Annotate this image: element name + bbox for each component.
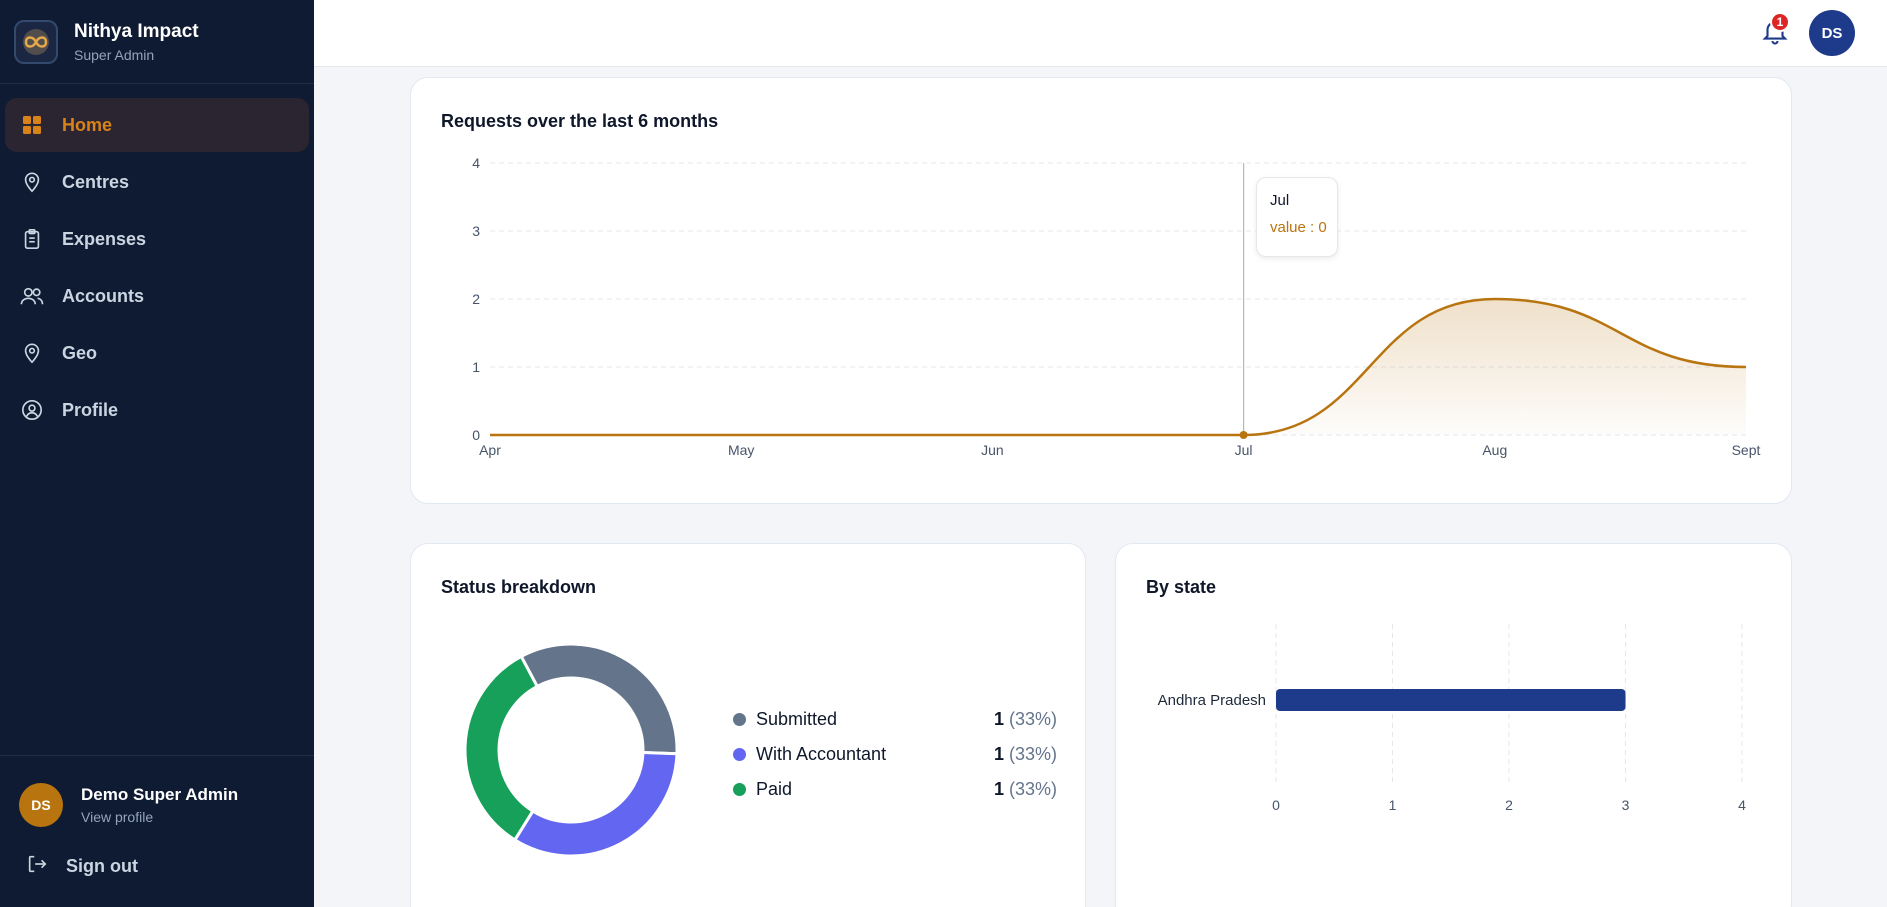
sidebar-item-accounts[interactable]: Accounts (5, 269, 309, 323)
chart-title: Status breakdown (441, 577, 597, 597)
active-data-point (1239, 431, 1248, 439)
sidebar-item-label: Accounts (62, 285, 145, 306)
legend-item: With Accountant 1 (33%) (733, 737, 1057, 772)
legend-dot (733, 783, 746, 796)
y-tick-label: 4 (472, 155, 480, 171)
sign-out-button[interactable]: Sign out (0, 827, 314, 880)
notification-badge: 1 (1770, 12, 1790, 32)
legend-count: 1 (993, 744, 1004, 764)
legend-item: Paid 1 (33%) (733, 772, 1057, 807)
pie-slice (512, 750, 679, 858)
x-tick-label: 3 (1622, 797, 1630, 813)
sidebar-footer: DS Demo Super Admin View profile Sign ou… (0, 755, 314, 880)
chart-title: Requests over the last 6 months (441, 111, 719, 131)
x-tick-label: Apr (479, 442, 501, 458)
sidebar-item-profile[interactable]: Profile (5, 383, 309, 437)
sidebar: Nithya Impact Super Admin Home Centres E… (0, 0, 314, 907)
sign-out-label: Sign out (66, 856, 138, 876)
map-pin-icon (20, 341, 44, 365)
by-state-card: By state 0 1 2 3 4 Andhra Pradesh (1115, 543, 1792, 907)
status-breakdown-card: Status breakdown Submitted 1 (33%) With … (410, 543, 1086, 907)
legend-percent: (33%) (1008, 744, 1057, 764)
y-tick-label: Andhra Pradesh (1158, 692, 1266, 709)
by-state-bar-chart: 0 1 2 3 4 Andhra Pradesh (1158, 624, 1746, 813)
clipboard-icon (20, 227, 44, 251)
avatar[interactable]: DS (1809, 10, 1855, 56)
chart-tooltip: Jul value : 0 (1256, 177, 1338, 257)
status-legend: Submitted 1 (33%) With Accountant 1 (33%… (733, 702, 1057, 807)
chart-title: By state (1146, 577, 1217, 597)
map-pin-icon (20, 170, 44, 194)
sidebar-item-centres[interactable]: Centres (5, 155, 309, 209)
topbar: 1 DS (314, 0, 1887, 67)
brand-name: Nithya Impact (74, 20, 199, 42)
tooltip-value: value : 0 (1270, 219, 1327, 236)
legend-count: 1 (993, 709, 1004, 729)
legend-dot (733, 713, 746, 726)
user-profile-link[interactable]: DS Demo Super Admin View profile (0, 756, 314, 827)
legend-percent: (33%) (1008, 779, 1057, 799)
x-tick-label: 1 (1389, 797, 1397, 813)
y-tick-label: 3 (472, 223, 480, 239)
x-tick-label: Sept (1732, 442, 1761, 458)
x-tick-label: Jul (1235, 442, 1253, 458)
x-tick-label: Aug (1482, 442, 1507, 458)
sidebar-item-expenses[interactable]: Expenses (5, 212, 309, 266)
legend-percent: (33%) (1008, 709, 1057, 729)
sidebar-item-home[interactable]: Home (5, 98, 309, 152)
requests-area-chart: 0 1 2 3 4 Apr May Jun Jul Aug Sept (472, 155, 1761, 458)
sidebar-item-label: Profile (62, 399, 119, 420)
legend-item: Submitted 1 (33%) (733, 702, 1057, 737)
legend-label: Paid (756, 779, 793, 799)
tooltip-label: Jul (1270, 192, 1290, 209)
sign-out-icon (26, 853, 48, 880)
x-tick-label: Jun (981, 442, 1004, 458)
sidebar-item-geo[interactable]: Geo (5, 326, 309, 380)
brand-logo-icon (14, 19, 58, 64)
users-icon (20, 284, 44, 308)
legend-label: Submitted (756, 709, 838, 729)
brand[interactable]: Nithya Impact Super Admin (0, 0, 314, 84)
y-tick-label: 1 (472, 359, 480, 375)
pie-slice (463, 654, 540, 842)
sidebar-item-label: Expenses (62, 228, 147, 249)
sidebar-nav: Home Centres Expenses Accounts Geo (0, 84, 314, 437)
legend-dot (733, 748, 746, 761)
avatar: DS (19, 783, 63, 827)
x-tick-label: 2 (1505, 797, 1513, 813)
y-tick-label: 0 (472, 427, 480, 443)
x-tick-label: 4 (1738, 797, 1746, 813)
x-tick-label: 0 (1272, 797, 1280, 813)
area-fill (490, 299, 1746, 435)
legend-label: With Accountant (756, 744, 887, 764)
x-tick-label: May (728, 442, 754, 458)
bar (1276, 689, 1626, 711)
user-name: Demo Super Admin (81, 785, 239, 804)
sidebar-item-label: Centres (62, 171, 130, 192)
sidebar-item-label: Home (62, 114, 113, 135)
y-tick-label: 2 (472, 291, 480, 307)
grid-icon (20, 113, 44, 137)
status-donut-chart (463, 642, 679, 858)
pie-slice (519, 642, 679, 756)
legend-count: 1 (993, 779, 1004, 799)
brand-role: Super Admin (74, 46, 155, 63)
user-circle-icon (20, 398, 44, 422)
series-line (490, 297, 1747, 437)
sidebar-item-label: Geo (62, 342, 98, 363)
view-profile-link[interactable]: View profile (81, 809, 154, 825)
